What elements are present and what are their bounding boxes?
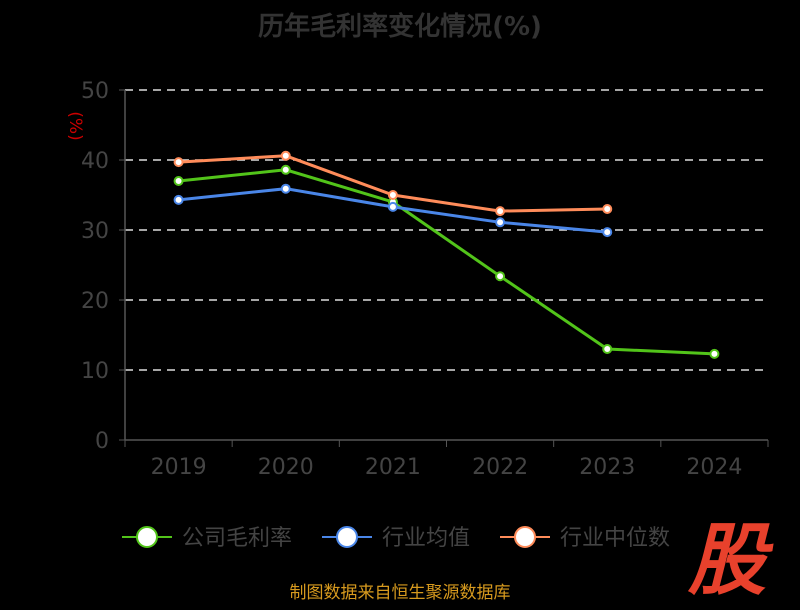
y-tick-label: 0 <box>95 429 109 454</box>
x-tick-label: 2023 <box>579 455 635 480</box>
legend-label: 公司毛利率 <box>182 526 292 551</box>
data-point <box>602 227 613 238</box>
x-tick-label: 2019 <box>151 455 207 480</box>
chart-title: 历年毛利率变化情况(%) <box>258 12 542 42</box>
data-point <box>173 157 184 168</box>
data-point <box>173 194 184 205</box>
x-tick-label: 2022 <box>472 455 528 480</box>
legend-label: 行业均值 <box>382 526 470 551</box>
data-point <box>495 271 506 282</box>
data-source: 制图数据来自恒生聚源数据库 <box>289 583 511 603</box>
y-tick-label: 10 <box>81 359 109 384</box>
series-line <box>178 168 715 356</box>
legend-label: 行业中位数 <box>560 526 670 551</box>
data-point <box>280 164 291 175</box>
data-point <box>280 150 291 161</box>
legend-marker <box>514 526 536 548</box>
legend-marker <box>136 526 158 548</box>
y-tick-label: 30 <box>81 219 109 244</box>
y-axis-label: (%) <box>65 111 85 140</box>
data-point <box>387 201 398 212</box>
data-point <box>602 204 613 214</box>
data-point <box>280 183 291 194</box>
x-tick-label: 2021 <box>365 455 421 480</box>
x-tick-label: 2020 <box>258 455 314 480</box>
data-point <box>709 348 720 359</box>
y-tick-label: 20 <box>81 289 109 314</box>
data-point <box>173 176 184 186</box>
x-tick-label: 2024 <box>686 455 742 480</box>
data-point <box>495 206 506 217</box>
legend-marker <box>336 526 358 548</box>
data-point <box>495 217 506 228</box>
data-point <box>602 344 613 354</box>
logo: 股 <box>688 516 767 606</box>
data-point <box>387 190 398 200</box>
y-tick-label: 50 <box>81 79 109 104</box>
y-tick-label: 40 <box>81 149 109 174</box>
